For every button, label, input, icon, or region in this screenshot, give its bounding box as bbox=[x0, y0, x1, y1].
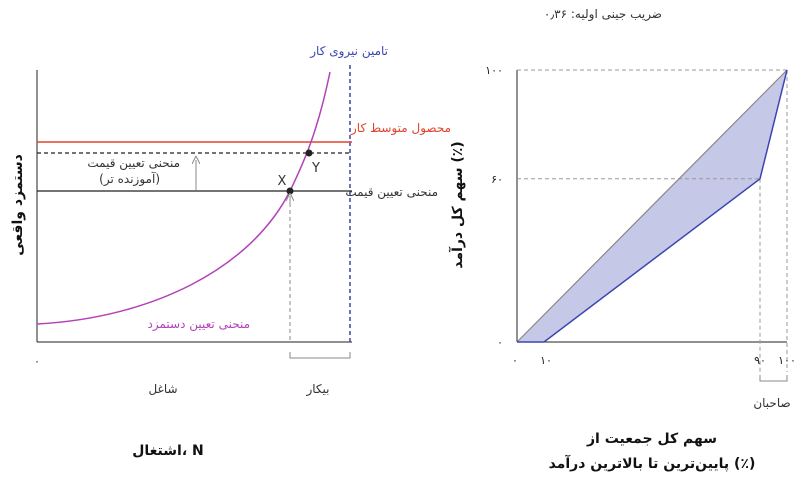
right-y-axis-label: سهم کل درآمد (٪) bbox=[448, 141, 466, 268]
left-y-axis-label: دستمزد واقعی bbox=[10, 154, 26, 256]
educated-price-label-line2: (آموزنده تر) bbox=[99, 171, 160, 187]
point-y-marker bbox=[305, 149, 313, 157]
point-x-label: X bbox=[278, 174, 287, 189]
y-tick-label: ۱۰۰ bbox=[485, 64, 503, 77]
price-setting-label: منحنی تعیین قیمت bbox=[345, 185, 438, 200]
educated-price-label-line1: منحنی تعیین قیمت bbox=[87, 156, 180, 171]
point-x-marker bbox=[286, 187, 294, 195]
equality-line bbox=[516, 69, 788, 343]
point-y-label: Y bbox=[311, 161, 320, 176]
x-tick-label: ۹۰ bbox=[754, 354, 766, 367]
lorenz-curve bbox=[517, 69, 788, 343]
labor-force-label: تامین نیروی کار bbox=[309, 44, 388, 59]
x-tick-label: ۰ bbox=[512, 354, 518, 367]
right-lorenz-chart: صاحبان سهم کل درآمد (٪) سهم کل جمعیت از … bbox=[448, 64, 796, 472]
x-tick-label: ۱۰ bbox=[540, 354, 552, 367]
employed-label: شاغل bbox=[148, 382, 177, 396]
wage-setting-curve bbox=[36, 71, 331, 325]
right-x-axis-label-line1: سهم کل جمعیت از bbox=[586, 431, 717, 447]
unemployed-bracket bbox=[289, 352, 351, 359]
avg-product-label: محصول متوسط کار bbox=[350, 121, 451, 136]
owners-bracket bbox=[759, 375, 788, 382]
y-tick-label: ۶۰ bbox=[491, 173, 503, 186]
left-x-origin-tick: ۰ bbox=[34, 355, 40, 368]
right-x-axis-label-line2: پایین‌ترین تا بالاترین درآمد (٪) bbox=[549, 454, 756, 472]
gini-caption: ضریب جینی اولیه: ۰٫۳۶ bbox=[544, 7, 662, 22]
owners-label: صاحبان bbox=[753, 396, 790, 410]
wage-setting-label: منحنی تعیین دستمزد bbox=[148, 317, 250, 332]
x-tick-label: ۱۰۰ bbox=[778, 354, 796, 367]
left-x-axis-label: اشتغال، N bbox=[132, 443, 204, 459]
y-tick-label: ۰ bbox=[497, 336, 503, 349]
unemployed-label: بیکار bbox=[305, 382, 329, 397]
left-wage-diagram: ۰ تامین نیروی کار محصول متوسط کار منحنی … bbox=[10, 44, 451, 459]
